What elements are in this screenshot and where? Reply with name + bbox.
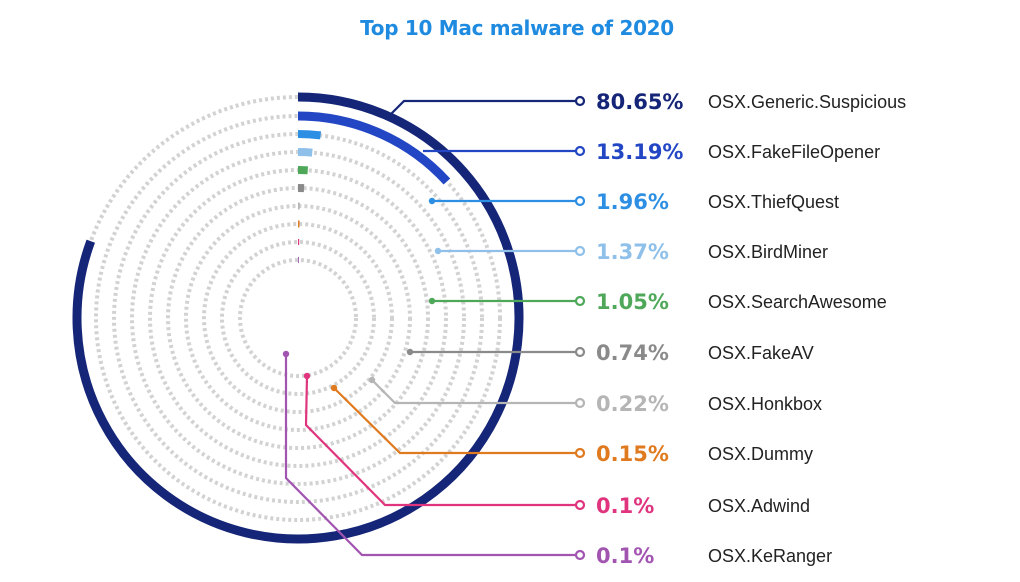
legend-labels: 80.65% OSX.Generic.Suspicious 13.19% OSX.Fa…	[596, 90, 906, 568]
bar-osx-thiefquest	[297, 129, 322, 140]
leader-start-osx-adwind	[303, 372, 311, 380]
category-label-osx-fakefileopener: OSX.FakeFileOpener	[708, 142, 880, 162]
track-osx-adwind	[220, 240, 376, 396]
leader-start-osx-honkbox	[368, 376, 376, 384]
leader-end-osx-thiefquest	[574, 195, 586, 207]
leader-end-osx-honkbox	[574, 397, 586, 409]
bar-osx-birdminer	[297, 147, 313, 157]
track-osx-searchawesome	[148, 168, 448, 468]
leader-osx-keranger	[284, 354, 580, 557]
leader-end-osx-fakeav	[574, 346, 586, 358]
track-osx-birdminer	[130, 150, 466, 486]
category-label-osx-generic-suspicious: OSX.Generic.Suspicious	[708, 92, 906, 112]
category-label-osx-dummy: OSX.Dummy	[708, 444, 813, 464]
bar-osx-fakefileopener	[297, 111, 451, 185]
value-label-osx-searchawesome: 1.05%	[596, 290, 669, 314]
leader-lines	[282, 95, 586, 561]
track-osx-fakeav	[166, 186, 430, 450]
leader-end-osx-birdminer	[574, 245, 586, 257]
leader-start-osx-dummy	[330, 384, 338, 392]
leader-start-osx-searchawesome	[428, 297, 436, 305]
leader-end-osx-keranger	[574, 549, 586, 561]
leader-start-osx-fakeav	[406, 348, 414, 356]
leader-end-osx-dummy	[574, 447, 586, 459]
chart-title: Top 10 Mac malware of 2020	[360, 16, 674, 40]
leader-start-osx-birdminer	[434, 247, 442, 255]
value-label-osx-thiefquest: 1.96%	[596, 190, 669, 214]
category-label-osx-thiefquest: OSX.ThiefQuest	[708, 192, 839, 212]
track-osx-keranger	[238, 258, 358, 378]
category-label-osx-keranger: OSX.KeRanger	[708, 546, 832, 566]
leader-end-osx-fakefileopener	[574, 145, 586, 157]
radial-bars	[72, 92, 524, 544]
leader-end-osx-searchawesome	[574, 295, 586, 307]
value-label-osx-keranger: 0.1%	[596, 544, 654, 568]
leader-osx-honkbox	[371, 379, 580, 405]
leader-osx-dummy	[333, 387, 580, 455]
value-label-osx-honkbox: 0.22%	[596, 392, 669, 416]
leader-start-osx-keranger	[282, 350, 290, 358]
leader-start-osx-thiefquest	[428, 197, 436, 205]
value-label-osx-birdminer: 1.37%	[596, 240, 669, 264]
value-label-osx-fakeav: 0.74%	[596, 341, 669, 365]
leader-osx-generic-suspicious	[389, 99, 580, 116]
leader-end-osx-adwind	[574, 499, 586, 511]
value-label-osx-adwind: 0.1%	[596, 494, 654, 518]
value-label-osx-generic-suspicious: 80.65%	[596, 90, 683, 114]
track-osx-dummy	[202, 222, 394, 414]
value-label-osx-fakefileopener: 13.19%	[596, 140, 683, 164]
value-label-osx-dummy: 0.15%	[596, 442, 669, 466]
category-label-osx-searchawesome: OSX.SearchAwesome	[708, 292, 887, 312]
leader-osx-adwind	[304, 375, 580, 507]
category-label-osx-honkbox: OSX.Honkbox	[708, 394, 822, 414]
category-label-osx-fakeav: OSX.FakeAV	[708, 343, 814, 363]
category-label-osx-birdminer: OSX.BirdMiner	[708, 242, 828, 262]
track-osx-honkbox	[184, 204, 412, 432]
category-label-osx-adwind: OSX.Adwind	[708, 496, 810, 516]
track-osx-fakefileopener	[94, 114, 502, 522]
leader-end-osx-generic-suspicious	[574, 95, 586, 107]
bar-osx-generic-suspicious	[72, 92, 524, 544]
